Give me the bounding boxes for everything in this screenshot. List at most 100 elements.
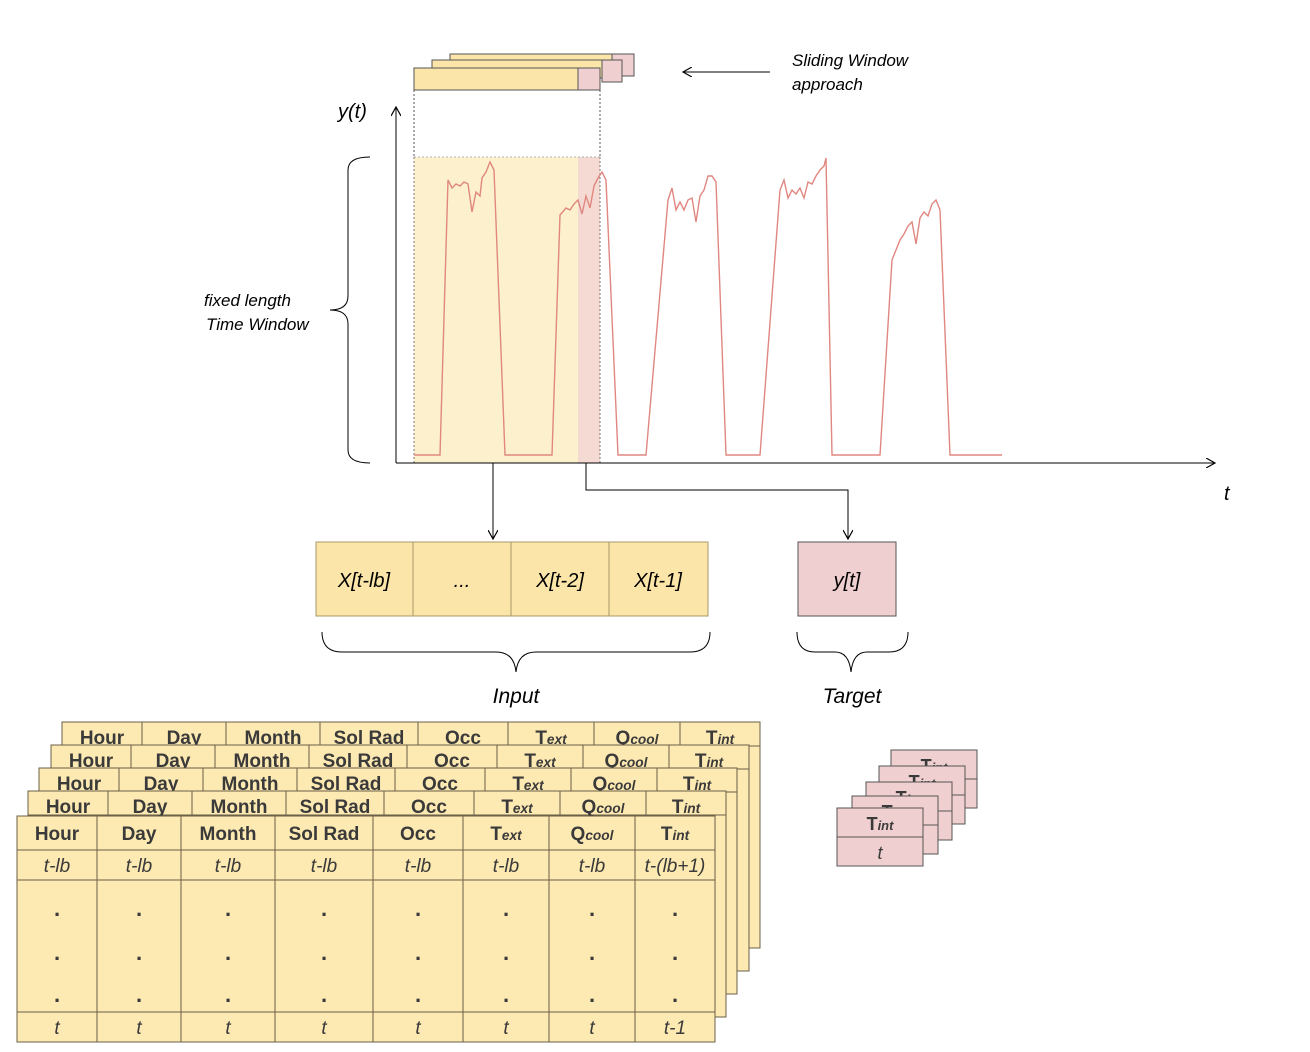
target-connector — [585, 463, 848, 538]
table-first-row-cell: t-lb — [579, 856, 605, 877]
table-last-row-cell: t — [321, 1018, 327, 1039]
target-label: Target — [823, 685, 883, 708]
input-brace — [321, 631, 711, 673]
table-header-q: Qcool — [571, 824, 615, 845]
table-ellipsis-dot: . — [672, 940, 678, 965]
time-window-brace — [329, 156, 371, 464]
table-ellipsis-dot: . — [136, 940, 142, 965]
table-first-row-cell: t-(lb+1) — [645, 856, 706, 877]
y-axis-label: y(t) — [336, 101, 367, 123]
table-first-row-cell: t-lb — [311, 856, 337, 877]
table-first-row-cell: t-lb — [405, 856, 431, 877]
table-header-t: Text — [535, 728, 568, 749]
input-table-front: Hour Day Month Sol Rad Occ Text Qcool Tint t-lb.… — [16, 815, 716, 1043]
table-header-hour: Hour — [35, 824, 80, 845]
table-last-row-cell: t — [225, 1018, 231, 1039]
table-header-q: Qcool — [582, 797, 626, 818]
table-header-sol-rad: Sol Rad — [323, 751, 394, 772]
table-header-q: Qcool — [605, 751, 649, 772]
table-header-month: Month — [245, 728, 302, 749]
input-cell-2: ... — [454, 570, 471, 592]
target-brace — [796, 631, 909, 673]
table-last-row-cell: t — [54, 1018, 60, 1039]
target-cell: y[t] — [832, 570, 861, 592]
input-sequence: X[t-lb] ... X[t-2] X[t-1] — [315, 541, 709, 617]
table-ellipsis-dot: . — [225, 982, 231, 1007]
time-window-label-2: Time Window — [206, 315, 310, 334]
table-ellipsis-dot: . — [589, 896, 595, 921]
table-header-day: Day — [133, 797, 168, 818]
table-ellipsis-dot: . — [136, 982, 142, 1007]
table-header-t: Tint — [683, 774, 713, 795]
input-cell-1: X[t-lb] — [337, 570, 391, 592]
table-header-t: Tint — [706, 728, 736, 749]
table-header-month: Month — [211, 797, 268, 818]
table-header-day: Day — [156, 751, 191, 772]
table-header-q: Qcool — [616, 728, 660, 749]
table-header-t: Tint — [661, 824, 691, 845]
table-ellipsis-dot: . — [589, 982, 595, 1007]
table-header-month: Month — [234, 751, 291, 772]
table-ellipsis-dot: . — [321, 896, 327, 921]
table-last-row-cell: t-1 — [664, 1018, 686, 1039]
table-header-day: Day — [144, 774, 179, 795]
time-window-target-region — [578, 157, 600, 463]
table-ellipsis-dot: . — [672, 896, 678, 921]
table-ellipsis-dot: . — [54, 982, 60, 1007]
table-last-row-cell: t — [589, 1018, 595, 1039]
table-header-occ: Occ — [400, 824, 436, 845]
table-ellipsis-dot: . — [225, 940, 231, 965]
table-header-t: Tint — [672, 797, 702, 818]
table-header-sol-rad: Sol Rad — [300, 797, 371, 818]
table-ellipsis-dot: . — [415, 982, 421, 1007]
table-ellipsis-dot: . — [503, 982, 509, 1007]
table-header-hour: Hour — [80, 728, 125, 749]
table-first-row-cell: t-lb — [44, 856, 70, 877]
target-table-stack: TintTintTintTintTintt — [836, 749, 978, 867]
table-ellipsis-dot: . — [503, 940, 509, 965]
table-first-row-cell: t-lb — [126, 856, 152, 877]
table-header-sol-rad: Sol Rad — [289, 824, 360, 845]
table-first-row-cell: t-lb — [493, 856, 519, 877]
table-ellipsis-dot: . — [321, 982, 327, 1007]
table-header-q: Qcool — [593, 774, 637, 795]
table-ellipsis-dot: . — [415, 940, 421, 965]
target-table-header: Tint — [867, 814, 895, 834]
x-axis-label: t — [1224, 483, 1231, 505]
target-table-front: Tint t — [836, 807, 924, 867]
table-header-month: Month — [200, 824, 257, 845]
table-ellipsis-dot: . — [225, 896, 231, 921]
table-header-day: Day — [122, 824, 157, 845]
table-ellipsis-dot: . — [672, 982, 678, 1007]
table-header-sol-rad: Sol Rad — [311, 774, 382, 795]
table-header-sol-rad: Sol Rad — [334, 728, 405, 749]
table-header-occ: Occ — [422, 774, 458, 795]
table-ellipsis-dot: . — [415, 896, 421, 921]
table-ellipsis-dot: . — [54, 896, 60, 921]
table-first-row-cell: t-lb — [215, 856, 241, 877]
target-table-row: t — [877, 843, 883, 863]
table-header-hour: Hour — [46, 797, 91, 818]
sliding-label-2: approach — [792, 75, 863, 94]
input-cell-3: X[t-2] — [535, 570, 584, 592]
table-header-hour: Hour — [69, 751, 114, 772]
table-last-row-cell: t — [136, 1018, 142, 1039]
table-ellipsis-dot: . — [321, 940, 327, 965]
input-table-stack: Hour Day Month Sol Rad Occ Text Qcool Tint Hour D… — [16, 721, 761, 1043]
sliding-window-stack — [413, 53, 635, 157]
table-ellipsis-dot: . — [503, 896, 509, 921]
table-header-month: Month — [222, 774, 279, 795]
table-header-hour: Hour — [57, 774, 102, 795]
table-header-day: Day — [167, 728, 202, 749]
table-ellipsis-dot: . — [54, 940, 60, 965]
target-cell-box — [797, 541, 897, 617]
time-series-line — [414, 157, 1002, 456]
table-last-row-cell: t — [503, 1018, 509, 1039]
input-cell-4: X[t-1] — [633, 570, 682, 592]
table-header-t: Text — [512, 774, 545, 795]
table-header-t: Tint — [695, 751, 725, 772]
table-header-occ: Occ — [434, 751, 470, 772]
table-ellipsis-dot: . — [589, 940, 595, 965]
sliding-label-1: Sliding Window — [792, 51, 910, 70]
